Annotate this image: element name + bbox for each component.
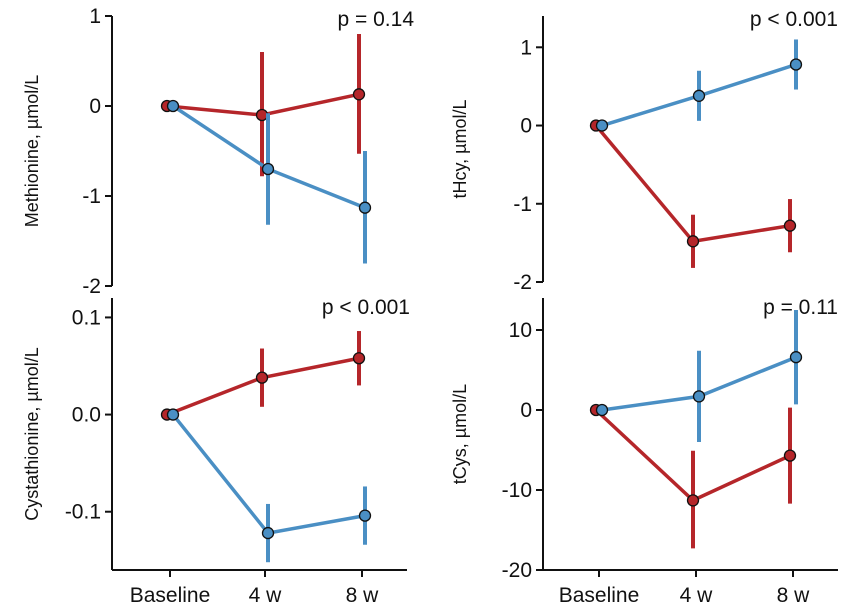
panel-top-right: -2 -1 0 1 tHcy, µmol/L p < 0.001 — [450, 8, 838, 294]
series-red — [589, 403, 797, 549]
y-tick-label: -2 — [513, 271, 532, 294]
y-tick-label: -2 — [82, 275, 101, 298]
series-red — [160, 34, 366, 177]
x-tick-label: 4 w — [249, 584, 283, 607]
panel-top-left: -2 -1 0 1 Methionine, µmol/L p = 0.14 — [22, 5, 414, 298]
data-point — [692, 89, 706, 102]
series-blue — [595, 310, 803, 442]
y-axis-label: tHcy, µmol/L — [450, 99, 470, 198]
p-value-annotation: p < 0.001 — [322, 296, 410, 319]
panel-bottom-left: -0.1 0.0 0.1 Cystathionine, µmol/L p < 0.001… — [22, 296, 410, 607]
y-tick-label: 1 — [520, 36, 532, 59]
y-tick-label: 0.1 — [72, 306, 101, 329]
series-blue — [166, 408, 372, 563]
data-point — [595, 119, 609, 132]
x-tick-label: 8 w — [777, 584, 811, 607]
data-point — [789, 58, 803, 71]
data-point — [166, 99, 180, 113]
data-point — [352, 88, 366, 101]
y-tick-label: 10 — [509, 319, 532, 342]
y-tick-label: -20 — [502, 559, 532, 582]
y-axis-label: Cystathionine, µmol/L — [22, 347, 42, 520]
data-point — [352, 352, 366, 365]
series-blue — [166, 99, 372, 264]
data-point — [261, 526, 275, 540]
data-point — [261, 162, 275, 176]
data-point — [255, 108, 269, 122]
x-tick-label: Baseline — [559, 584, 640, 607]
data-point — [358, 509, 372, 522]
series-red — [589, 119, 797, 268]
y-tick-label: -0.1 — [65, 501, 101, 524]
data-point — [255, 371, 269, 384]
panel-bottom-right: -20 -10 0 10 tCys, µmol/L p = 0.11 Baseline 4 w… — [450, 296, 838, 607]
y-tick-label: -1 — [513, 193, 532, 216]
data-point — [358, 201, 372, 214]
y-tick-label: 0 — [520, 115, 532, 138]
y-tick-label: 0 — [89, 95, 101, 118]
p-value-annotation: p = 0.11 — [763, 296, 838, 319]
y-axis-label: Methionine, µmol/L — [22, 75, 42, 227]
p-value-annotation: p = 0.14 — [338, 8, 415, 31]
y-tick-label: 0 — [520, 399, 532, 422]
series-blue — [595, 39, 803, 132]
y-tick-label: -10 — [502, 479, 532, 502]
data-point — [783, 449, 797, 462]
x-tick-label: 4 w — [680, 584, 714, 607]
data-point — [166, 408, 180, 421]
y-tick-label: 0.0 — [72, 404, 101, 427]
p-value-annotation: p < 0.001 — [750, 8, 838, 31]
y-tick-label: 1 — [89, 5, 101, 28]
y-tick-label: -1 — [82, 185, 101, 208]
data-point — [783, 219, 797, 232]
series-red — [160, 331, 366, 421]
data-point — [595, 403, 609, 417]
x-tick-label: Baseline — [130, 584, 211, 607]
x-tick-label: 8 w — [346, 584, 380, 607]
data-point — [686, 235, 700, 248]
data-point — [692, 390, 706, 403]
y-axis-label: tCys, µmol/L — [450, 384, 470, 484]
data-point — [789, 351, 803, 364]
data-point — [686, 494, 700, 507]
